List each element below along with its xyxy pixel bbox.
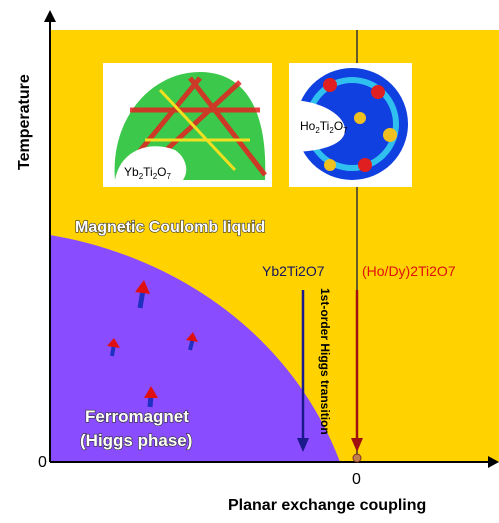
point [353, 454, 361, 462]
x-axis-label: Planar exchange coupling [228, 497, 426, 514]
diagram: Yb2Ti2O7 Ho2Ti2O7 Magnetic Coulomb liqui… [0, 0, 499, 518]
y-axis-label: Temperature [16, 74, 33, 170]
inset-ho: Ho2Ti2O7 [289, 63, 412, 187]
inset-label: Yb2Ti2O7 [124, 165, 172, 181]
region-label: Magnetic Coulomb liquid [75, 219, 265, 236]
y-arrow [44, 10, 56, 22]
x-origin-label: 0 [352, 471, 361, 488]
y-origin-label: 0 [38, 454, 47, 471]
transition-label: 1st-order Higgs transition [318, 288, 332, 435]
region-label: Ferromagnet [85, 407, 189, 426]
material-label: (Ho/Dy)2Ti2O7 [362, 263, 456, 279]
inset-label: Ho2Ti2O7 [300, 119, 348, 135]
material-label: Yb2Ti2O7 [262, 263, 325, 279]
inset-yb: Yb2Ti2O7 [103, 63, 272, 187]
region-label: (Higgs phase) [80, 431, 192, 450]
